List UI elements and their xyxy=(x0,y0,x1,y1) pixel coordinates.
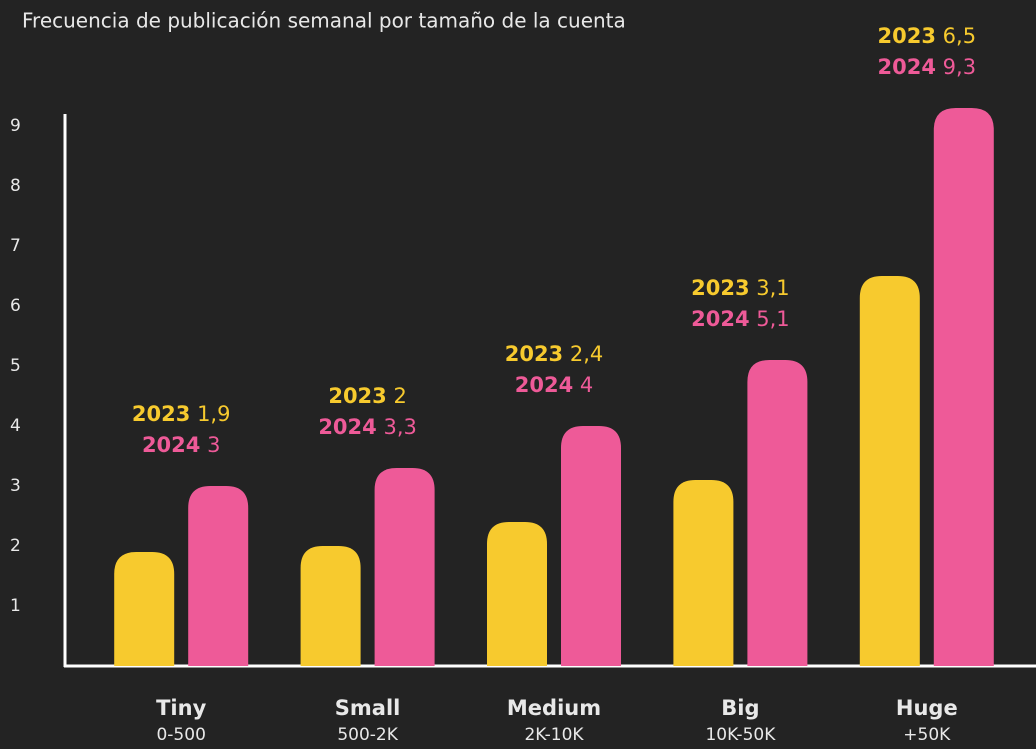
value-label-number: 3,3 xyxy=(383,415,416,439)
bar xyxy=(747,360,808,666)
value-label-series: 2023 xyxy=(878,24,936,48)
value-label-series: 2024 xyxy=(318,415,376,439)
value-label-space xyxy=(200,433,207,457)
bar xyxy=(933,108,994,666)
value-label-space xyxy=(563,342,570,366)
x-tick-label: Medium xyxy=(507,696,601,720)
value-label-number: 2,4 xyxy=(570,342,603,366)
bar xyxy=(859,276,920,666)
value-label-number: 5,1 xyxy=(756,307,789,331)
x-tick-label: Tiny xyxy=(156,696,206,720)
bar xyxy=(673,480,734,666)
value-label-space xyxy=(936,24,943,48)
y-tick-label: 8 xyxy=(10,176,21,196)
value-label-space xyxy=(936,55,943,79)
value-label-series: 2023 xyxy=(132,402,190,426)
y-tick-label: 3 xyxy=(10,476,21,496)
x-tick-sublabel: 10K-50K xyxy=(705,725,776,745)
y-tick-label: 1 xyxy=(10,596,21,616)
bar xyxy=(561,426,621,666)
value-label: 2023 2,4 xyxy=(505,342,604,366)
value-label-series: 2024 xyxy=(142,433,200,457)
chart-title: Frecuencia de publicación semanal por ta… xyxy=(22,9,626,33)
value-label: 2024 4 xyxy=(515,373,594,397)
y-tick-label: 2 xyxy=(10,536,21,556)
value-label: 2023 6,5 xyxy=(878,24,977,48)
value-label: 2023 2 xyxy=(328,384,407,408)
value-label-space xyxy=(750,276,757,300)
bar xyxy=(487,522,547,666)
y-tick-label: 4 xyxy=(10,416,21,436)
value-label-space xyxy=(750,307,757,331)
bar xyxy=(188,486,249,666)
value-label: 2023 1,9 xyxy=(132,402,231,426)
value-label-number: 1,9 xyxy=(197,402,230,426)
value-label: 2024 3 xyxy=(142,433,221,457)
bar xyxy=(114,552,175,666)
value-label-number: 3 xyxy=(207,433,220,457)
value-label-space xyxy=(377,415,384,439)
value-label-series: 2023 xyxy=(505,342,563,366)
value-label-number: 6,5 xyxy=(943,24,976,48)
value-label-number: 4 xyxy=(580,373,593,397)
bar xyxy=(300,546,361,666)
value-label-series: 2023 xyxy=(328,384,386,408)
x-tick-sublabel: 0-500 xyxy=(156,725,205,745)
bar xyxy=(374,468,435,666)
value-label: 2024 9,3 xyxy=(878,55,977,79)
value-label: 2024 5,1 xyxy=(691,307,790,331)
y-tick-label: 5 xyxy=(10,356,21,376)
x-tick-label: Big xyxy=(721,696,759,720)
value-label-space xyxy=(573,373,580,397)
x-tick-sublabel: 500-2K xyxy=(337,725,398,745)
value-label-number: 3,1 xyxy=(756,276,789,300)
y-tick-label: 9 xyxy=(10,116,21,136)
y-tick-label: 6 xyxy=(10,296,21,316)
x-tick-sublabel: 2K-10K xyxy=(524,725,584,745)
value-label-series: 2024 xyxy=(515,373,573,397)
value-label-number: 2 xyxy=(393,384,406,408)
y-tick-label: 7 xyxy=(10,236,21,256)
x-tick-label: Huge xyxy=(896,696,958,720)
value-label: 2024 3,3 xyxy=(318,415,417,439)
value-label-series: 2024 xyxy=(691,307,749,331)
value-label-series: 2024 xyxy=(878,55,936,79)
value-label-number: 9,3 xyxy=(943,55,976,79)
value-label-space xyxy=(387,384,394,408)
value-label-space xyxy=(190,402,197,426)
value-label-series: 2023 xyxy=(691,276,749,300)
x-tick-sublabel: +50K xyxy=(903,725,951,745)
value-label: 2023 3,1 xyxy=(691,276,790,300)
x-tick-label: Small xyxy=(335,696,401,720)
